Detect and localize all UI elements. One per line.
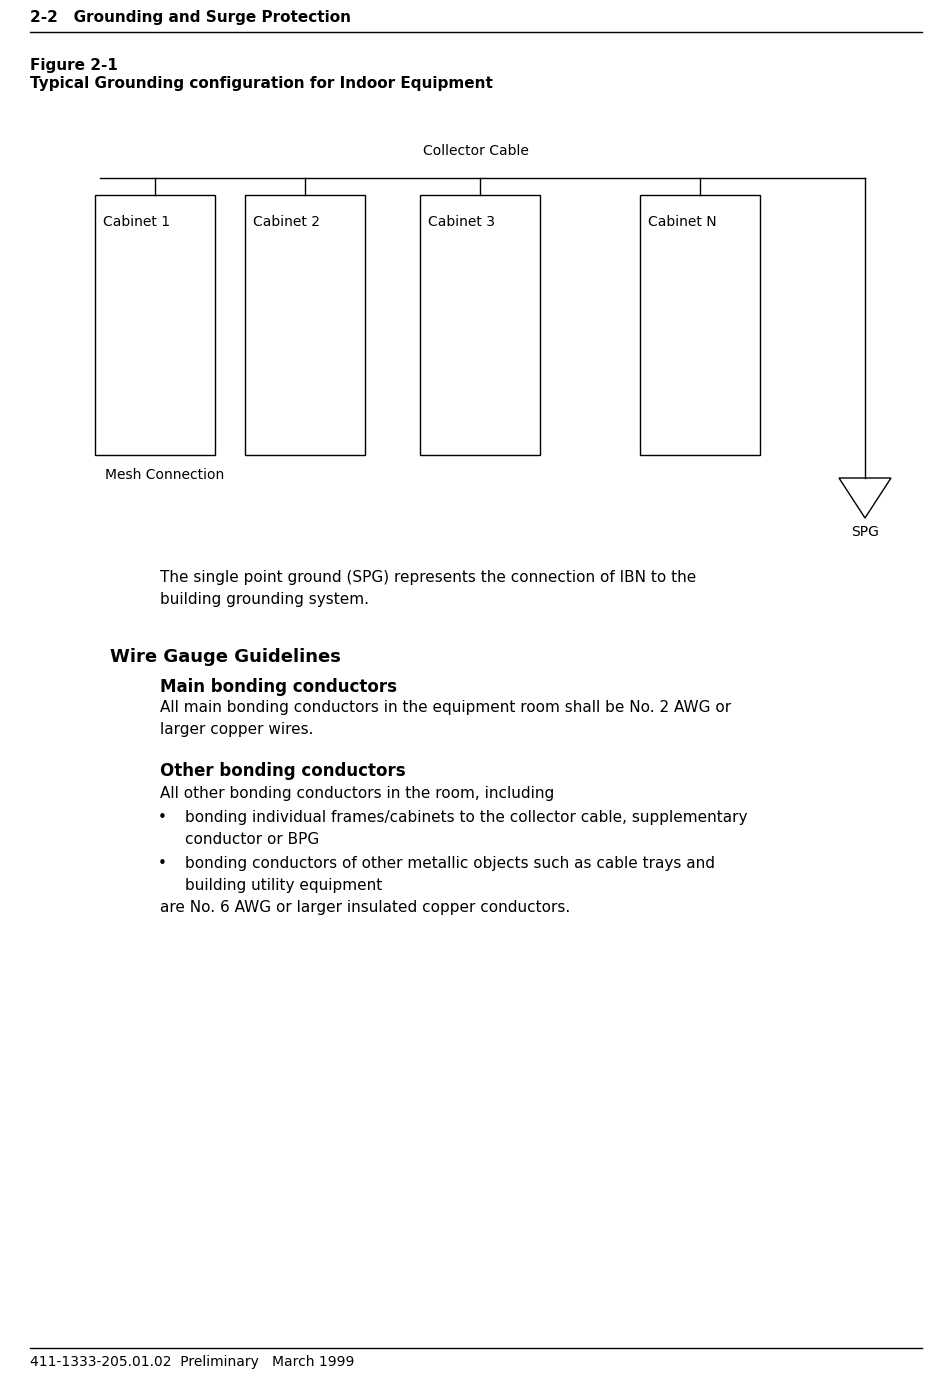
Text: Other bonding conductors: Other bonding conductors — [160, 762, 406, 780]
Text: •: • — [158, 856, 167, 871]
Text: Cabinet 2: Cabinet 2 — [253, 214, 320, 230]
Text: •: • — [158, 810, 167, 826]
Text: Cabinet N: Cabinet N — [648, 214, 717, 230]
Text: Cabinet 3: Cabinet 3 — [428, 214, 495, 230]
Text: Typical Grounding configuration for Indoor Equipment: Typical Grounding configuration for Indo… — [30, 76, 493, 91]
Text: bonding conductors of other metallic objects such as cable trays and: bonding conductors of other metallic obj… — [185, 856, 715, 871]
Text: Main bonding conductors: Main bonding conductors — [160, 678, 397, 696]
Text: SPG: SPG — [851, 526, 879, 539]
Polygon shape — [839, 479, 891, 519]
Text: The single point ground (SPG) represents the connection of IBN to the: The single point ground (SPG) represents… — [160, 570, 696, 585]
Text: Mesh Connection: Mesh Connection — [105, 467, 225, 483]
Text: bonding individual frames/cabinets to the collector cable, supplementary: bonding individual frames/cabinets to th… — [185, 810, 747, 826]
Text: building grounding system.: building grounding system. — [160, 592, 369, 607]
Text: 411-1333-205.01.02  Preliminary   March 1999: 411-1333-205.01.02 Preliminary March 199… — [30, 1355, 354, 1369]
Text: All main bonding conductors in the equipment room shall be No. 2 AWG or: All main bonding conductors in the equip… — [160, 700, 731, 715]
Text: Cabinet 1: Cabinet 1 — [103, 214, 170, 230]
Text: building utility equipment: building utility equipment — [185, 878, 383, 893]
Bar — [420, 195, 540, 455]
Text: Wire Gauge Guidelines: Wire Gauge Guidelines — [110, 649, 341, 667]
Text: Figure 2-1: Figure 2-1 — [30, 58, 118, 73]
Text: are No. 6 AWG or larger insulated copper conductors.: are No. 6 AWG or larger insulated copper… — [160, 900, 570, 916]
Bar — [245, 195, 365, 455]
Bar — [95, 195, 215, 455]
Bar — [640, 195, 760, 455]
Text: 2-2   Grounding and Surge Protection: 2-2 Grounding and Surge Protection — [30, 10, 351, 25]
Text: conductor or BPG: conductor or BPG — [185, 833, 319, 846]
Text: larger copper wires.: larger copper wires. — [160, 722, 313, 737]
Text: All other bonding conductors in the room, including: All other bonding conductors in the room… — [160, 786, 554, 801]
Text: Collector Cable: Collector Cable — [423, 144, 529, 158]
